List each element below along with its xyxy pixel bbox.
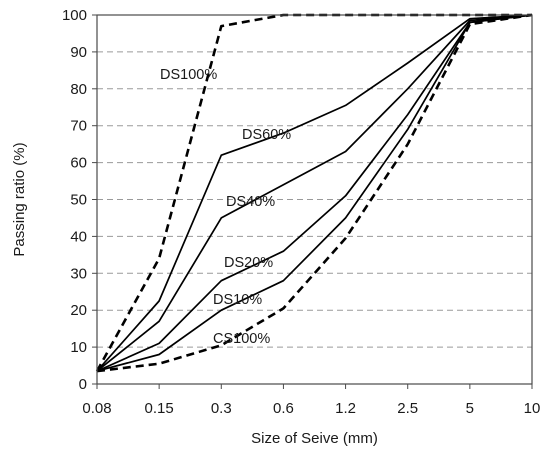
y-tick-label: 70	[70, 118, 87, 135]
series-line-ds60pct	[96, 14, 533, 372]
x-tick-label: 0.6	[273, 400, 294, 417]
series-lines	[95, 13, 533, 373]
y-tick-label: 60	[70, 155, 87, 172]
series-label: CS100%	[213, 331, 270, 347]
x-tick-label: 5	[466, 400, 474, 417]
series-line-ds10pct	[96, 14, 533, 372]
y-axis-title: Passing ratio (%)	[11, 142, 28, 256]
x-tick-label: 1.2	[335, 400, 356, 417]
series-labels: DS100% DS60% DS40% DS20% DS10% CS100%	[160, 67, 291, 347]
x-tick-label: 10	[524, 400, 541, 417]
y-tick-label: 0	[79, 376, 87, 393]
y-tick-label: 20	[70, 302, 87, 319]
y-tick-label: 50	[70, 192, 87, 209]
series-label: DS100%	[160, 67, 217, 83]
series-label: DS10%	[213, 292, 262, 308]
x-tick-label: 0.08	[82, 400, 111, 417]
series-label: DS60%	[242, 127, 291, 143]
y-tick-label: 100	[62, 7, 87, 24]
x-tick-label: 0.15	[145, 400, 174, 417]
y-tick-label: 80	[70, 81, 87, 98]
series-label: DS40%	[226, 194, 275, 210]
x-axis-title: Size of Seive (mm)	[251, 430, 378, 447]
series-label: DS20%	[224, 255, 273, 271]
y-tick-label: 30	[70, 265, 87, 282]
y-axis-ticks: 0 10 20 30 40 50 60 70 80 90 100	[62, 7, 97, 393]
y-tick-label: 10	[70, 339, 87, 356]
y-tick-label: 40	[70, 228, 87, 245]
x-axis-ticks: 0.08 0.15 0.3 0.6 1.2 2.5 5 10	[82, 384, 540, 417]
series-line-ds40pct	[96, 14, 533, 372]
grid-lines	[97, 51, 532, 348]
y-tick-label: 90	[70, 44, 87, 61]
x-tick-label: 0.3	[211, 400, 232, 417]
series-line-ds20pct	[96, 14, 533, 372]
x-tick-label: 2.5	[397, 400, 418, 417]
